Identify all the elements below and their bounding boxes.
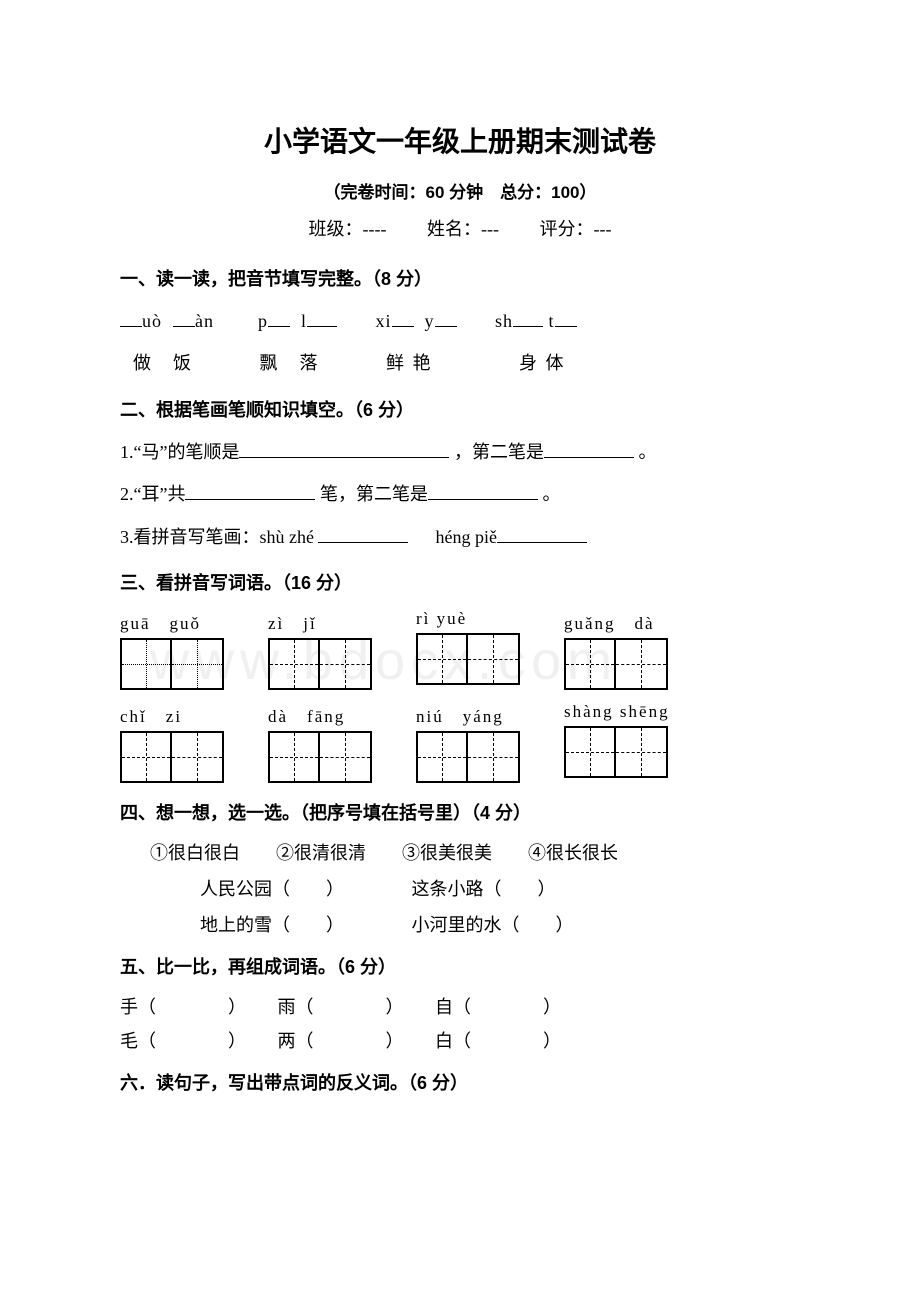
grid-item: zì jǐ [268,609,372,690]
s4-l2a: 地上的雪（ ） [200,915,335,935]
grid-item: rì yuè [416,609,520,690]
s4-line2: 地上的雪（ ） 小河里的水（ ） [200,911,800,937]
s2-q3b: héng piě [435,527,496,547]
s5-r1b: 雨（ ） [278,997,395,1017]
grid-item: chǐ zi [120,702,224,783]
s1-h4: 身 体 [519,353,566,373]
grid-label: guǎng dà [564,609,668,634]
s1-p3b: y [425,311,435,331]
s1-hanzi-row: 做 饭 飘 落 鲜 艳 身 体 [120,347,800,379]
s5-row2: 毛（ ） 两（ ） 白（ ） [120,1027,800,1053]
char-box [616,726,668,778]
s1-h1: 做 饭 [133,353,193,373]
s4-l1a: 人民公园（ ） [200,879,335,899]
grid-item: shàng shēng [564,702,670,783]
name-label: 姓名：--- [427,219,499,239]
s4-l2b: 小河里的水（ ） [412,915,574,935]
score-label: 评分：--- [539,219,611,239]
grid-label: shàng shēng [564,702,670,722]
char-box [268,731,320,783]
s2-q2c: 。 [542,484,560,504]
s5-r1a: 手（ ） [120,997,237,1017]
s3-row2: chǐ zi dà fāng niú yáng shàng shēng [120,702,800,783]
char-box [616,638,668,690]
char-box [320,638,372,690]
char-box [564,726,616,778]
grid-label: dà fāng [268,702,372,727]
s2-q1c: 。 [638,442,656,462]
grid-label: rì yuè [416,609,520,629]
char-box [120,731,172,783]
s5-r1c: 自（ ） [435,997,561,1017]
char-box [172,731,224,783]
s5-r2a: 毛（ ） [120,1031,237,1051]
char-box [416,633,468,685]
char-box [172,638,224,690]
grid-label: guā guǒ [120,609,224,634]
s1-h3: 鲜 艳 [386,353,433,373]
s1-p4a: sh [495,311,513,331]
s4-options: ①很白很白 ②很清很清 ③很美很美 ④很长很长 [150,839,800,865]
s5-r2c: 白（ ） [435,1031,561,1051]
s4-line1: 人民公园（ ） 这条小路（ ） [200,875,800,901]
section-4-head: 四、想一想，选一选。（把序号填在括号里）（4 分） [120,799,800,825]
section-2-head: 二、根据笔画笔顺知识填空。（6 分） [120,396,800,422]
s3-row1: guā guǒ zì jǐ rì yuè guǎng dà [120,609,800,690]
s2-q2: 2.“耳”共 笔，第二笔是 。 [120,478,800,510]
grid-item: guǎng dà [564,609,668,690]
page-title: 小学语文一年级上册期末测试卷 [120,120,800,160]
s2-q3a: 3.看拼音写笔画：shù zhé [120,527,314,547]
s5-r2b: 两（ ） [278,1031,395,1051]
grid-label: niú yáng [416,702,520,727]
class-label: 班级：---- [309,219,387,239]
char-box [268,638,320,690]
grid-item: niú yáng [416,702,520,783]
s1-pinyin-row: uò àn p l xi y sh t [120,305,800,337]
s1-p1a: uò [142,311,162,331]
char-box [468,633,520,685]
s2-q1: 1.“马”的笔顺是 ，第二笔是 。 [120,436,800,468]
s2-q2b: 笔，第二笔是 [320,484,428,504]
s1-p2a: p [258,311,268,331]
s2-q2a: 2.“耳”共 [120,484,185,504]
section-5-head: 五、比一比，再组成词语。（6 分） [120,953,800,979]
section-1-head: 一、读一读，把音节填写完整。（8 分） [120,265,800,291]
s2-q3: 3.看拼音写笔画：shù zhé héng piě [120,521,800,553]
page-subtitle: （完卷时间：60 分钟 总分：100） [120,178,800,203]
s2-q1a: 1.“马”的笔顺是 [120,442,239,462]
s5-row1: 手（ ） 雨（ ） 自（ ） [120,993,800,1019]
section-3-head: 三、看拼音写词语。（16 分） [120,569,800,595]
s1-p1b: àn [195,311,214,331]
info-line: 班级：---- 姓名：--- 评分：--- [120,215,800,241]
s4-l1b: 这条小路（ ） [412,879,556,899]
char-box [564,638,616,690]
grid-item: guā guǒ [120,609,224,690]
s1-h2: 飘 落 [260,353,320,373]
section-6-head: 六．读句子，写出带点词的反义词。（6 分） [120,1069,800,1095]
grid-item: dà fāng [268,702,372,783]
s1-p3a: xi [376,311,392,331]
s2-q1b: ，第二笔是 [454,442,544,462]
char-box [320,731,372,783]
char-box [120,638,172,690]
grid-label: chǐ zi [120,702,224,727]
char-box [468,731,520,783]
grid-label: zì jǐ [268,609,372,634]
char-box [416,731,468,783]
